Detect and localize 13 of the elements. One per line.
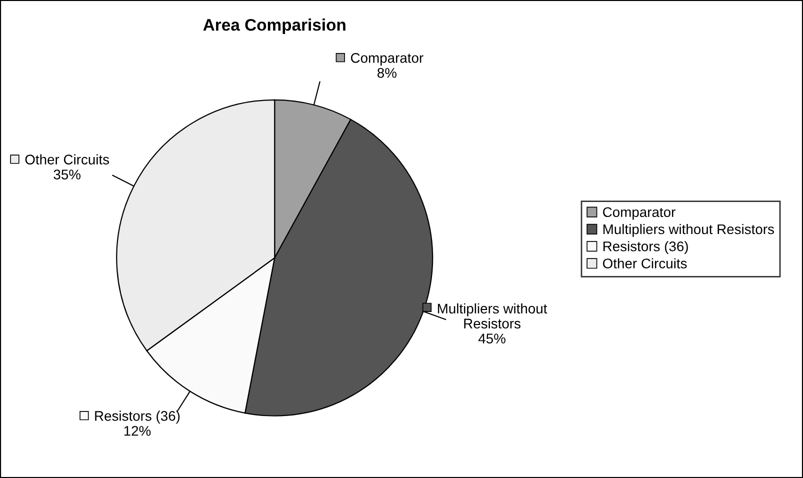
chart-title: Area Comparision: [203, 18, 346, 34]
category-label: Resistors (36): [603, 241, 688, 254]
category-label: Multipliers without Resistors: [603, 224, 774, 237]
data-label: 45%: [478, 334, 506, 344]
legend-label: Multipliers without Resistors: [438, 303, 548, 328]
data-label: 35%: [54, 170, 80, 180]
legend-label: Resistors (36): [95, 410, 180, 424]
data-label: 8%: [377, 68, 396, 78]
data-label: 12%: [124, 426, 151, 436]
category-label: Comparator: [603, 207, 676, 220]
legend-label: Other Circuits: [25, 154, 110, 164]
legend-label: Comparator: [350, 53, 424, 66]
category-label: Other Circuits: [602, 258, 687, 268]
